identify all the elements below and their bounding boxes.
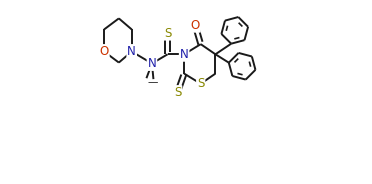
Text: S: S bbox=[174, 86, 182, 99]
Text: N: N bbox=[148, 57, 156, 70]
Text: S: S bbox=[197, 77, 204, 90]
Text: N: N bbox=[180, 48, 189, 61]
Text: —: — bbox=[147, 77, 158, 87]
Text: O: O bbox=[99, 45, 109, 58]
Text: S: S bbox=[164, 27, 171, 40]
Text: O: O bbox=[190, 19, 200, 32]
Text: N: N bbox=[127, 45, 136, 58]
